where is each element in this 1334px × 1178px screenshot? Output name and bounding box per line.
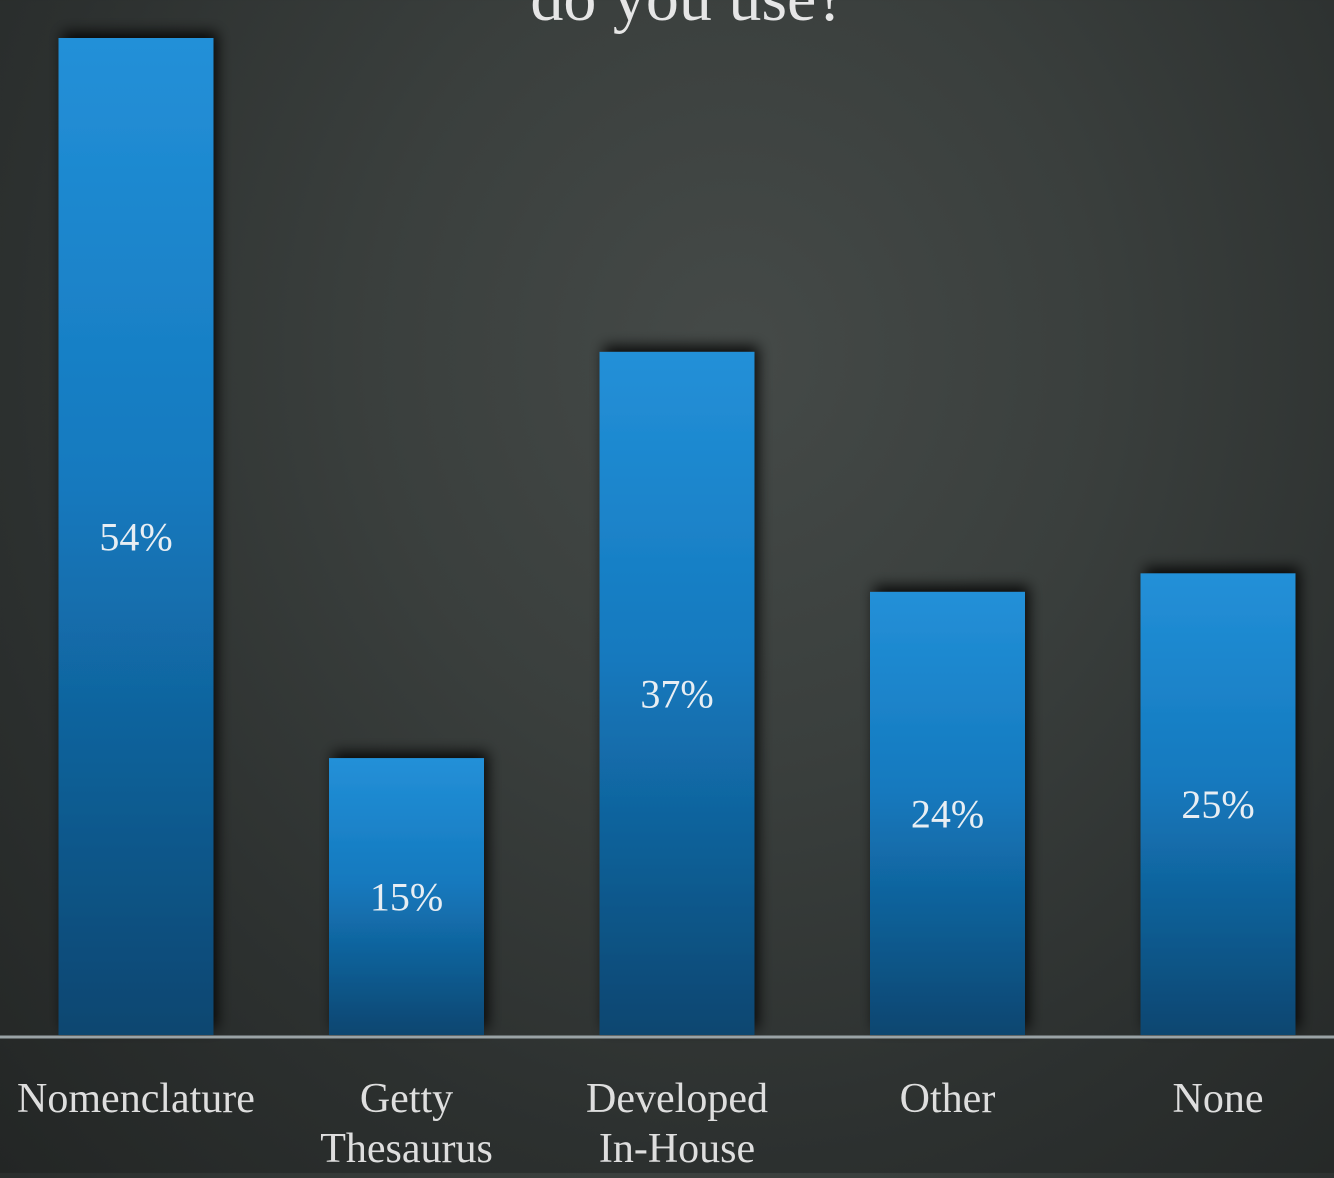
bar-getty-thesaurus <box>329 758 484 1035</box>
labels-layer: Nomenclature Getty Thesaurus Developed In-Ho… <box>17 1076 1263 1172</box>
x-tick-label-line: Nomenclature <box>17 1076 255 1122</box>
data-label: 25% <box>1181 782 1254 827</box>
bar-none <box>1140 573 1296 1035</box>
bar-developed-in-house <box>599 351 755 1035</box>
chart-title: do you use? <box>530 0 845 35</box>
x-tick-label: Getty Thesaurus <box>320 1076 493 1172</box>
x-tick-label: Developed In-House <box>586 1076 768 1172</box>
bar-other <box>870 591 1025 1035</box>
bars-layer: 54% 15% 37% 24% 25% <box>58 38 1296 1035</box>
data-label: 37% <box>640 671 713 716</box>
data-label: 24% <box>911 791 984 836</box>
x-tick-label: Other <box>900 1076 996 1122</box>
x-tick-label: None <box>1173 1076 1264 1122</box>
x-tick-label-line: None <box>1173 1076 1264 1122</box>
x-tick-label-line: Getty <box>360 1076 453 1122</box>
data-label: 15% <box>370 875 443 920</box>
x-tick-label-line: Developed <box>586 1076 768 1122</box>
data-label: 54% <box>99 515 172 560</box>
x-tick-label-line: Other <box>900 1076 996 1122</box>
bar-nomenclature <box>58 38 214 1035</box>
x-tick-label-line: In-House <box>599 1126 755 1172</box>
x-tick-label: Nomenclature <box>17 1076 255 1122</box>
x-tick-label-line: Thesaurus <box>320 1126 493 1172</box>
